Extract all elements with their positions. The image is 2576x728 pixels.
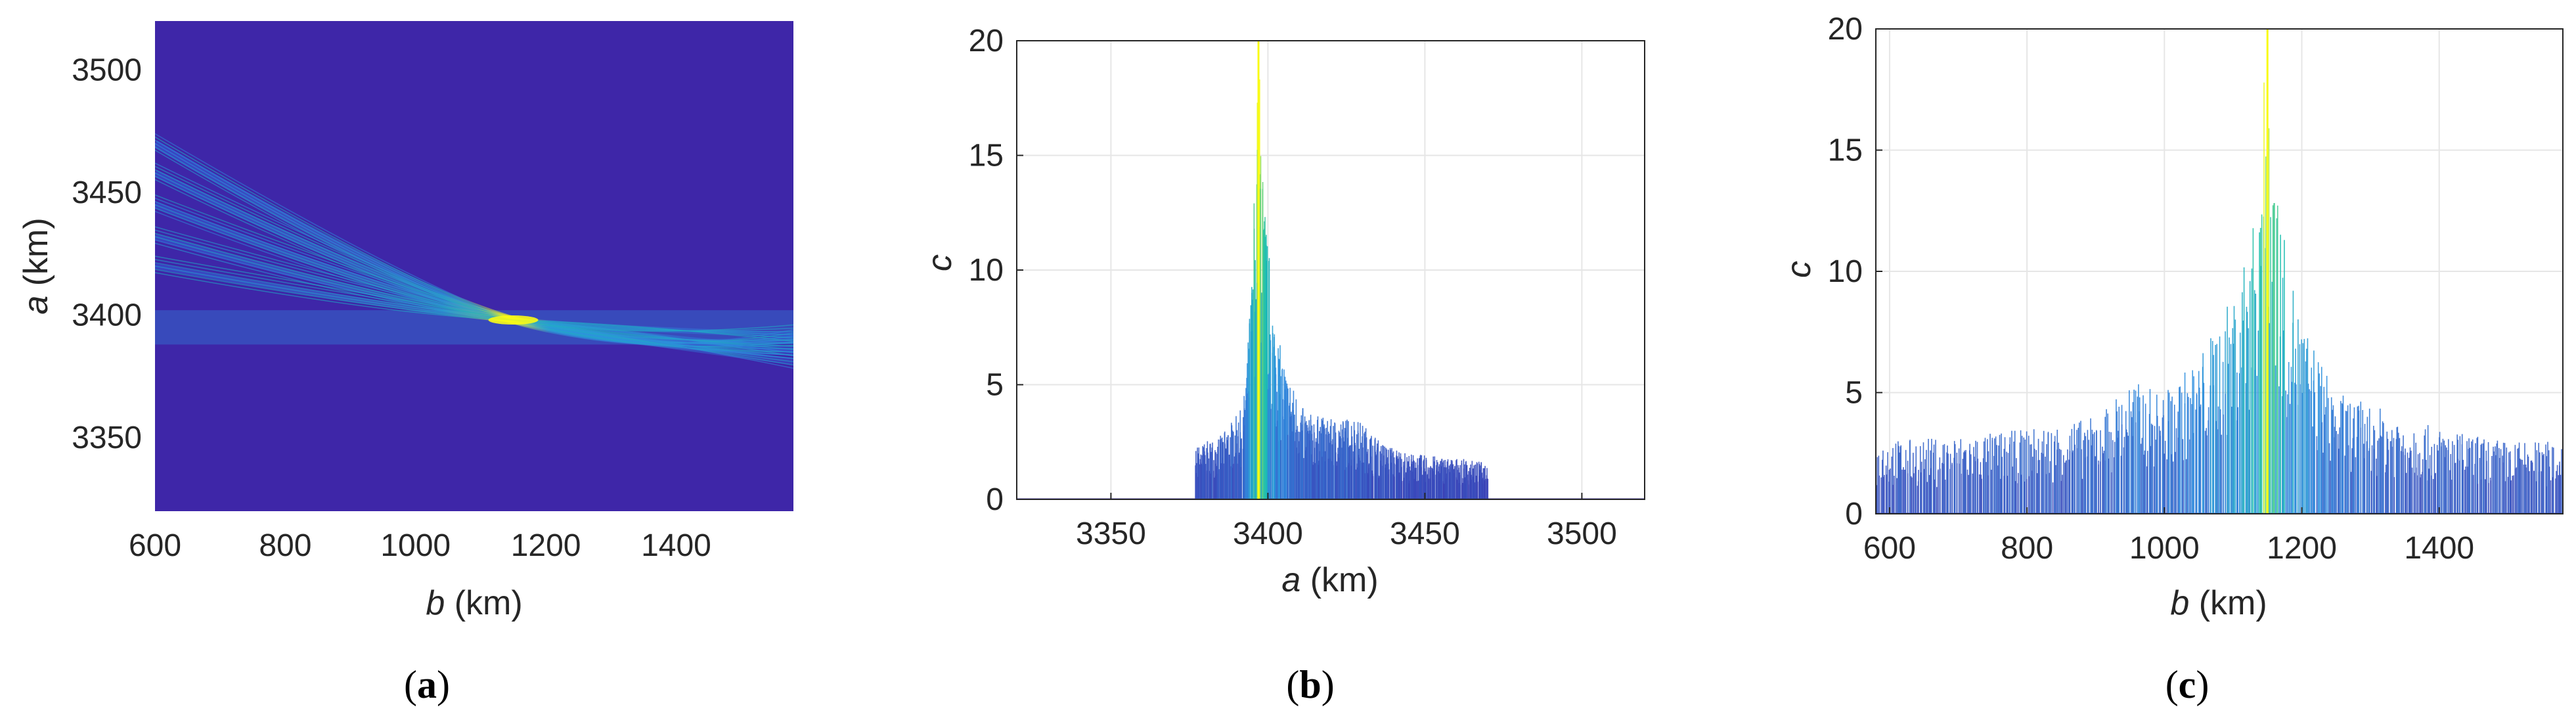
y-tick-labels: 0 5 10 15 20 (1828, 12, 1882, 532)
x-tick-labels: 600 800 1000 1200 1400 (1863, 507, 2474, 566)
x-tick-label: 600 (129, 528, 181, 563)
y-tick-label: 15 (1828, 133, 1863, 168)
heatmap-peak-spot (488, 315, 539, 325)
y-tick-labels: 0 5 10 15 20 (969, 24, 1023, 517)
panel-label-c: (c) (2165, 663, 2210, 706)
x-axis-label: a (km) (1281, 561, 1378, 599)
x-tick-label: 3500 (1547, 516, 1617, 551)
y-tick-label: 0 (986, 482, 1004, 517)
y-tick-label: 3500 (72, 53, 142, 88)
y-tick-label: 5 (1845, 376, 1863, 411)
panel-label-a: (a) (404, 663, 450, 706)
panel-c-line: 600 800 1000 1200 1400 0 5 10 15 20 b (km) c (c) (1780, 12, 2564, 706)
y-tick-label: 3400 (72, 298, 142, 333)
x-tick-label: 1400 (2404, 531, 2474, 566)
x-tick-label: 1000 (380, 528, 451, 563)
x-tick-label: 3350 (1076, 516, 1146, 551)
x-tick-label: 1000 (2129, 531, 2200, 566)
y-axis-label: c (1780, 261, 1818, 278)
heatmap-peak (488, 315, 539, 325)
x-tick-label: 1200 (511, 528, 581, 563)
y-axis-label: a (km) (17, 217, 55, 314)
y-tick-label: 10 (1828, 254, 1863, 289)
y-tick-label: 3350 (72, 421, 142, 455)
x-tick-label: 1200 (2267, 531, 2337, 566)
y-tick-label: 15 (969, 139, 1004, 173)
x-tick-labels: 600 800 1000 1200 1400 (129, 528, 711, 563)
y-tick-label: 5 (986, 368, 1004, 403)
x-tick-label: 800 (2001, 531, 2053, 566)
x-tick-label: 800 (259, 528, 311, 563)
data-lines (1876, 29, 2563, 514)
x-tick-label: 3400 (1233, 516, 1303, 551)
y-tick-labels: 3350 3400 3450 3500 (72, 53, 142, 455)
x-axis-label: b (km) (426, 584, 522, 622)
x-tick-label: 1400 (641, 528, 711, 563)
y-axis-label: c (921, 254, 959, 271)
data-lines (1017, 41, 1645, 499)
panel-label-b: (b) (1286, 663, 1334, 706)
x-axis-label: b (km) (2170, 584, 2267, 622)
y-tick-label: 0 (1845, 497, 1863, 532)
y-tick-label: 20 (1828, 12, 1863, 47)
y-tick-label: 20 (969, 24, 1004, 58)
x-tick-label: 3450 (1390, 516, 1460, 551)
x-tick-labels: 3350 3400 3450 3500 (1076, 493, 1617, 551)
x-tick-label: 600 (1863, 531, 1916, 566)
y-tick-label: 10 (969, 253, 1004, 288)
panel-b-line: 3350 3400 3450 3500 0 5 10 15 20 a (km) c (b) (921, 24, 1645, 706)
y-tick-label: 3450 (72, 175, 142, 210)
panel-a-heatmap: 600 800 1000 1200 1400 3350 3400 3450 3500 b (k… (17, 21, 793, 706)
